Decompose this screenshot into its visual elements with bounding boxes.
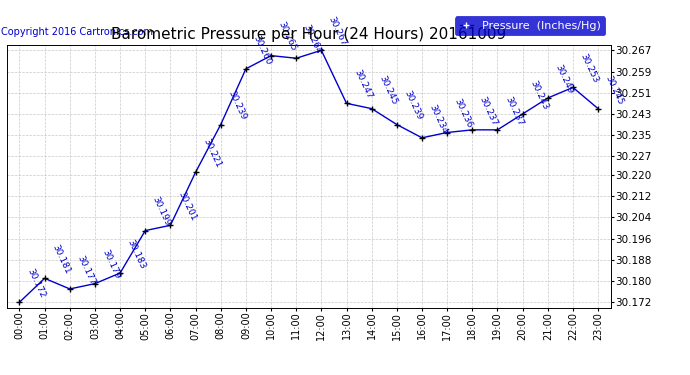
Text: 30.247: 30.247 (352, 68, 373, 100)
Text: 30.249: 30.249 (553, 63, 575, 95)
Text: 30.253: 30.253 (578, 52, 600, 85)
Text: Copyright 2016 Cartronics.com: Copyright 2016 Cartronics.com (1, 27, 153, 37)
Text: 30.172: 30.172 (25, 267, 46, 299)
Text: 30.267: 30.267 (327, 15, 348, 48)
Text: 30.181: 30.181 (50, 243, 72, 276)
Text: 30.236: 30.236 (453, 98, 474, 130)
Text: 30.179: 30.179 (101, 248, 122, 281)
Text: 30.237: 30.237 (478, 95, 500, 127)
Text: 30.199: 30.199 (151, 195, 172, 228)
Text: 30.183: 30.183 (126, 238, 147, 270)
Title: Barometric Pressure per Hour (24 Hours) 20161009: Barometric Pressure per Hour (24 Hours) … (111, 27, 506, 42)
Text: 30.265: 30.265 (277, 21, 298, 53)
Text: 30.239: 30.239 (226, 89, 248, 122)
Text: 30.264: 30.264 (302, 23, 323, 56)
Text: 30.239: 30.239 (402, 89, 424, 122)
Text: 30.237: 30.237 (503, 95, 524, 127)
Legend: Pressure  (Inches/Hg): Pressure (Inches/Hg) (455, 16, 605, 35)
Text: 30.221: 30.221 (201, 137, 223, 170)
Text: 30.245: 30.245 (377, 74, 399, 106)
Text: 30.177: 30.177 (75, 254, 97, 286)
Text: 30.234: 30.234 (428, 103, 449, 135)
Text: 30.201: 30.201 (176, 190, 197, 222)
Text: 30.245: 30.245 (604, 74, 625, 106)
Text: 30.260: 30.260 (251, 34, 273, 66)
Text: 30.243: 30.243 (528, 79, 549, 111)
